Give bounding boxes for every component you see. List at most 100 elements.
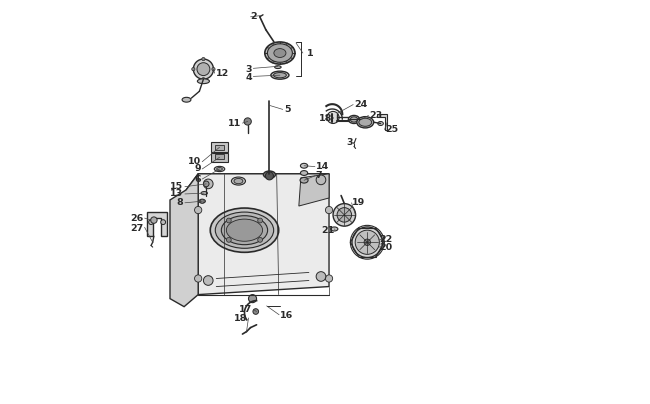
Circle shape	[257, 218, 263, 223]
Ellipse shape	[357, 117, 374, 128]
Circle shape	[257, 238, 263, 242]
Circle shape	[316, 271, 326, 281]
Ellipse shape	[274, 73, 287, 78]
Text: 21: 21	[321, 226, 334, 235]
Ellipse shape	[201, 191, 207, 195]
Text: 25: 25	[385, 125, 398, 134]
Circle shape	[149, 220, 153, 225]
Circle shape	[193, 59, 213, 79]
Text: 22: 22	[380, 235, 393, 244]
Ellipse shape	[275, 66, 281, 69]
Circle shape	[253, 309, 259, 314]
Circle shape	[355, 230, 380, 255]
Circle shape	[226, 218, 231, 223]
Circle shape	[200, 199, 204, 203]
Ellipse shape	[234, 179, 243, 184]
Ellipse shape	[348, 116, 359, 124]
Polygon shape	[211, 143, 227, 152]
Circle shape	[202, 57, 205, 61]
Ellipse shape	[226, 219, 263, 241]
Text: 3: 3	[346, 138, 352, 147]
Text: 9: 9	[194, 164, 201, 173]
Ellipse shape	[231, 177, 246, 185]
Text: 19: 19	[352, 198, 366, 207]
Text: 14: 14	[316, 162, 329, 171]
Polygon shape	[378, 114, 387, 130]
Circle shape	[197, 63, 210, 76]
Text: 20: 20	[380, 242, 393, 252]
Ellipse shape	[199, 199, 205, 203]
Ellipse shape	[300, 163, 307, 168]
Circle shape	[265, 172, 274, 180]
Circle shape	[326, 275, 333, 282]
Ellipse shape	[300, 170, 307, 175]
Text: 26: 26	[131, 214, 144, 223]
Circle shape	[244, 118, 252, 125]
Polygon shape	[186, 174, 329, 190]
Polygon shape	[299, 174, 329, 206]
Text: 15: 15	[170, 182, 183, 191]
Text: 18: 18	[234, 314, 248, 323]
Text: 17: 17	[239, 305, 253, 314]
Ellipse shape	[210, 208, 279, 252]
Circle shape	[248, 295, 257, 303]
Text: 8: 8	[177, 198, 183, 207]
Circle shape	[192, 67, 195, 71]
Text: 4: 4	[245, 73, 252, 82]
Circle shape	[326, 206, 333, 214]
Circle shape	[194, 275, 202, 282]
Circle shape	[161, 220, 166, 225]
Circle shape	[364, 239, 370, 246]
Circle shape	[212, 67, 215, 71]
Circle shape	[194, 206, 202, 214]
Text: 2: 2	[250, 12, 257, 21]
Ellipse shape	[271, 71, 289, 79]
Text: 24: 24	[354, 100, 367, 109]
Ellipse shape	[265, 42, 295, 64]
Text: 16: 16	[280, 311, 293, 320]
Ellipse shape	[263, 171, 276, 178]
Text: 6: 6	[194, 175, 201, 184]
Polygon shape	[214, 154, 224, 159]
Text: 3: 3	[245, 65, 252, 74]
Circle shape	[337, 208, 352, 222]
Ellipse shape	[300, 177, 308, 183]
Ellipse shape	[215, 212, 274, 248]
Ellipse shape	[214, 166, 225, 172]
Ellipse shape	[359, 118, 372, 126]
Ellipse shape	[378, 122, 384, 126]
Text: 7: 7	[316, 171, 322, 180]
Circle shape	[203, 181, 209, 187]
Circle shape	[203, 179, 213, 189]
Circle shape	[203, 276, 213, 285]
Circle shape	[226, 238, 231, 242]
Circle shape	[327, 112, 339, 124]
Circle shape	[316, 175, 326, 185]
Polygon shape	[147, 212, 167, 236]
Circle shape	[151, 217, 157, 223]
Ellipse shape	[350, 117, 358, 122]
Text: 12: 12	[216, 69, 229, 78]
Polygon shape	[214, 145, 224, 149]
Ellipse shape	[216, 168, 222, 170]
Polygon shape	[211, 153, 227, 162]
Text: 23: 23	[369, 111, 382, 120]
Text: 13: 13	[170, 189, 183, 198]
Circle shape	[352, 227, 383, 258]
Polygon shape	[170, 174, 198, 307]
Polygon shape	[198, 174, 329, 295]
Ellipse shape	[222, 216, 268, 245]
Ellipse shape	[182, 97, 191, 102]
Ellipse shape	[331, 227, 338, 231]
Text: 1: 1	[307, 48, 313, 57]
Ellipse shape	[274, 48, 286, 57]
Circle shape	[202, 78, 205, 81]
Ellipse shape	[198, 79, 209, 84]
Text: 10: 10	[188, 157, 201, 166]
Text: 18: 18	[319, 114, 332, 123]
Circle shape	[333, 204, 356, 226]
Text: 11: 11	[228, 119, 242, 128]
Text: 5: 5	[284, 105, 291, 114]
Text: 27: 27	[131, 224, 144, 233]
Ellipse shape	[267, 44, 292, 62]
